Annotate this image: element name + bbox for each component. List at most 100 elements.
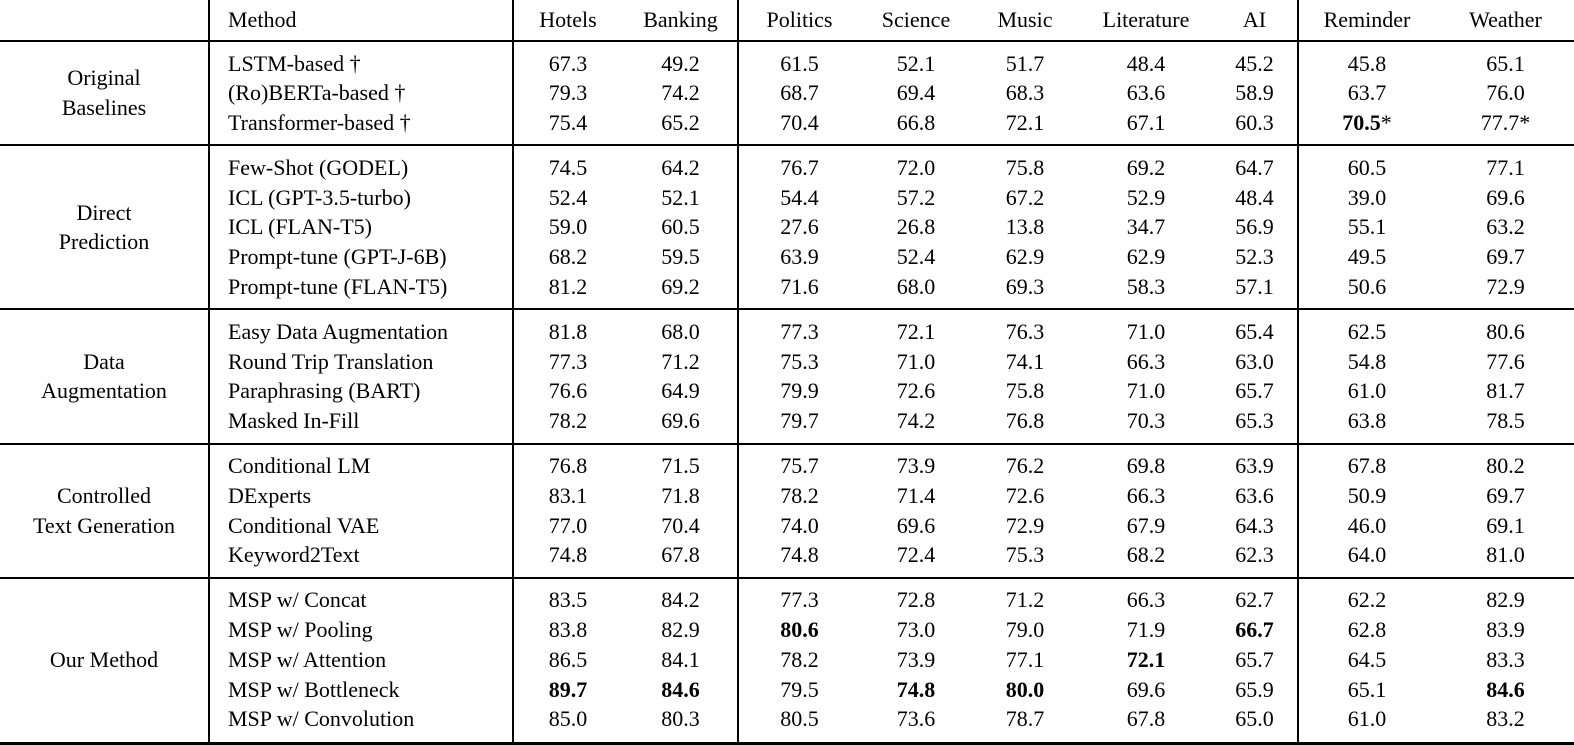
value-cell: 52.1 bbox=[661, 184, 700, 210]
method-cell: Few-Shot (GODEL) bbox=[228, 154, 409, 180]
value-cell: 80.2 bbox=[1486, 453, 1525, 479]
value-cell: 80.5 bbox=[780, 706, 819, 732]
value-cell: 77.1 bbox=[1486, 154, 1525, 180]
bold-value: 84.6 bbox=[1486, 676, 1525, 702]
value-cell: 39.0 bbox=[1347, 184, 1387, 210]
value-cell: 65.2 bbox=[661, 110, 700, 136]
value-cell: 70.5* bbox=[1342, 110, 1392, 136]
value-cell: 75.3 bbox=[1005, 542, 1045, 568]
bold-value: 89.7 bbox=[548, 676, 588, 702]
value-cell: 65.1 bbox=[1347, 676, 1387, 702]
value-cell: 74.1 bbox=[1005, 348, 1045, 374]
group-label-line: Baselines bbox=[61, 95, 147, 121]
value-cell: 64.5 bbox=[1347, 646, 1387, 672]
value-cell: 27.6 bbox=[780, 214, 819, 240]
value-cell: 65.3 bbox=[1235, 408, 1274, 434]
value-cell: 60.3 bbox=[1235, 110, 1274, 136]
value-cell: 45.2 bbox=[1235, 50, 1274, 76]
column-divider-rule bbox=[737, 0, 739, 742]
value-cell: 75.7 bbox=[780, 453, 819, 479]
method-cell: Easy Data Augmentation bbox=[228, 318, 448, 344]
group-label-line: Controlled bbox=[56, 482, 152, 508]
column-divider-rule bbox=[512, 0, 514, 742]
value-cell: 74.8 bbox=[862, 675, 970, 705]
value-cell: 68.0 bbox=[661, 318, 700, 344]
value-cell: 65.7 bbox=[1235, 646, 1274, 672]
bold-value: 84.6 bbox=[661, 676, 700, 702]
method-cell: Prompt-tune (FLAN-T5) bbox=[228, 274, 448, 300]
group-label: Controlled Text Generation bbox=[0, 451, 208, 570]
value-cell: 74.5 bbox=[548, 154, 588, 180]
value-cell: 48.4 bbox=[1235, 184, 1274, 210]
value-cell: 52.4 bbox=[896, 244, 936, 270]
value-cell: 76.7 bbox=[780, 154, 819, 180]
value-cell: 65.0 bbox=[1235, 706, 1274, 732]
value-cell: 65.7 bbox=[1235, 378, 1274, 404]
column-header: Music bbox=[997, 7, 1053, 32]
column-header: Method bbox=[228, 7, 297, 32]
value-cell: 67.9 bbox=[1126, 512, 1166, 538]
value-cell: 68.0 bbox=[896, 274, 936, 300]
value-cell: 60.5 bbox=[1347, 154, 1387, 180]
value-cell: 78.5 bbox=[1486, 408, 1525, 434]
value-cell: 61.5 bbox=[780, 50, 819, 76]
value-cell: 65.4 bbox=[1235, 318, 1274, 344]
value-cell: 52.4 bbox=[548, 184, 588, 210]
value-cell: 61.0 bbox=[1347, 378, 1387, 404]
value-cell: 57.2 bbox=[896, 184, 936, 210]
value-cell: 69.2 bbox=[1126, 154, 1166, 180]
value-cell: 45.8 bbox=[1347, 50, 1387, 76]
value-cell: 75.3 bbox=[780, 348, 819, 374]
method-cell: ICL (FLAN-T5) bbox=[228, 214, 372, 240]
value-cell: 63.9 bbox=[780, 244, 819, 270]
bold-value: 70.5 bbox=[1342, 110, 1381, 136]
value-cell: 64.9 bbox=[661, 378, 700, 404]
method-cell: Conditional LM bbox=[228, 453, 371, 479]
value-cell: 73.9 bbox=[896, 453, 936, 479]
value-cell: 70.3 bbox=[1126, 408, 1166, 434]
value-cell: 77.0 bbox=[548, 512, 588, 538]
value-cell: 78.2 bbox=[780, 646, 819, 672]
value-cell: 56.9 bbox=[1235, 214, 1274, 240]
value-cell: 67.8 bbox=[661, 542, 700, 568]
value-cell: 69.6 bbox=[661, 408, 700, 434]
value-cell: 51.7 bbox=[1005, 50, 1045, 76]
value-cell: 76.0 bbox=[1486, 80, 1525, 106]
value-cell: 57.1 bbox=[1235, 274, 1274, 300]
value-cell: 69.7 bbox=[1486, 244, 1525, 270]
value-cell: 70.4 bbox=[661, 512, 700, 538]
method-cell: (Ro)BERTa-based † bbox=[228, 80, 406, 106]
group-label-line: Our Method bbox=[49, 646, 159, 672]
value-cell: 66.3 bbox=[1126, 348, 1166, 374]
value-cell: 79.3 bbox=[548, 80, 588, 106]
value-cell: 63.7 bbox=[1347, 80, 1387, 106]
value-cell: 80.6 bbox=[1486, 318, 1525, 344]
value-cell: 62.8 bbox=[1347, 617, 1387, 643]
column-header: Weather bbox=[1469, 7, 1542, 32]
value-cell: 50.6 bbox=[1347, 274, 1387, 300]
value-cell: 71.8 bbox=[661, 482, 700, 508]
value-cell: 81.7 bbox=[1486, 378, 1525, 404]
value-cell: 59.0 bbox=[548, 214, 588, 240]
value-cell: 84.2 bbox=[661, 587, 700, 613]
value-cell: 13.8 bbox=[1005, 214, 1045, 240]
group-label-line: Data bbox=[83, 348, 125, 374]
method-cell: Paraphrasing (BART) bbox=[228, 378, 421, 404]
value-cell: 71.0 bbox=[896, 348, 936, 374]
value-cell: 72.1 bbox=[896, 318, 936, 344]
value-cell: 81.2 bbox=[548, 274, 588, 300]
value-cell: 76.6 bbox=[548, 378, 588, 404]
value-cell: 72.1 bbox=[1005, 110, 1045, 136]
column-divider-rule bbox=[1297, 0, 1299, 742]
value-cell: 63.2 bbox=[1486, 214, 1525, 240]
value-cell: 69.8 bbox=[1126, 453, 1166, 479]
method-cell: Transformer-based † bbox=[228, 110, 411, 136]
value-cell: 77.1 bbox=[1005, 646, 1045, 672]
value-cell: 71.5 bbox=[661, 453, 700, 479]
value-cell: 66.8 bbox=[896, 110, 936, 136]
bold-value: 66.7 bbox=[1235, 617, 1274, 643]
value-cell: 62.5 bbox=[1347, 318, 1387, 344]
value-cell: 75.8 bbox=[1005, 154, 1045, 180]
value-cell: 67.8 bbox=[1126, 706, 1166, 732]
